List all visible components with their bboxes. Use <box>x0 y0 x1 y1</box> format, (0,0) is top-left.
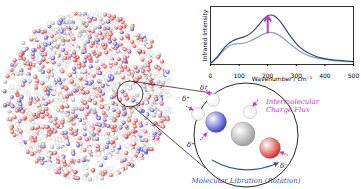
svg-text:100: 100 <box>233 72 245 79</box>
svg-text:Molecular Libration (Rotation): Molecular Libration (Rotation) <box>191 177 301 185</box>
svg-text:δ⁺: δ⁺ <box>200 84 208 92</box>
svg-text:δ⁺: δ⁺ <box>182 95 190 103</box>
svg-text:Wavenumber / cm⁻¹: Wavenumber / cm⁻¹ <box>252 75 313 82</box>
svg-text:Infrared Intensity: Infrared Intensity <box>201 9 209 61</box>
svg-text:0: 0 <box>209 72 213 79</box>
svg-text:500: 500 <box>348 72 359 79</box>
svg-text:Charge Flux: Charge Flux <box>266 106 310 114</box>
svg-text:δ⁺: δ⁺ <box>187 141 195 149</box>
svg-text:δ⁻: δ⁻ <box>280 162 288 170</box>
svg-text:Intermolecular: Intermolecular <box>265 98 320 106</box>
svg-text:400: 400 <box>319 72 331 79</box>
